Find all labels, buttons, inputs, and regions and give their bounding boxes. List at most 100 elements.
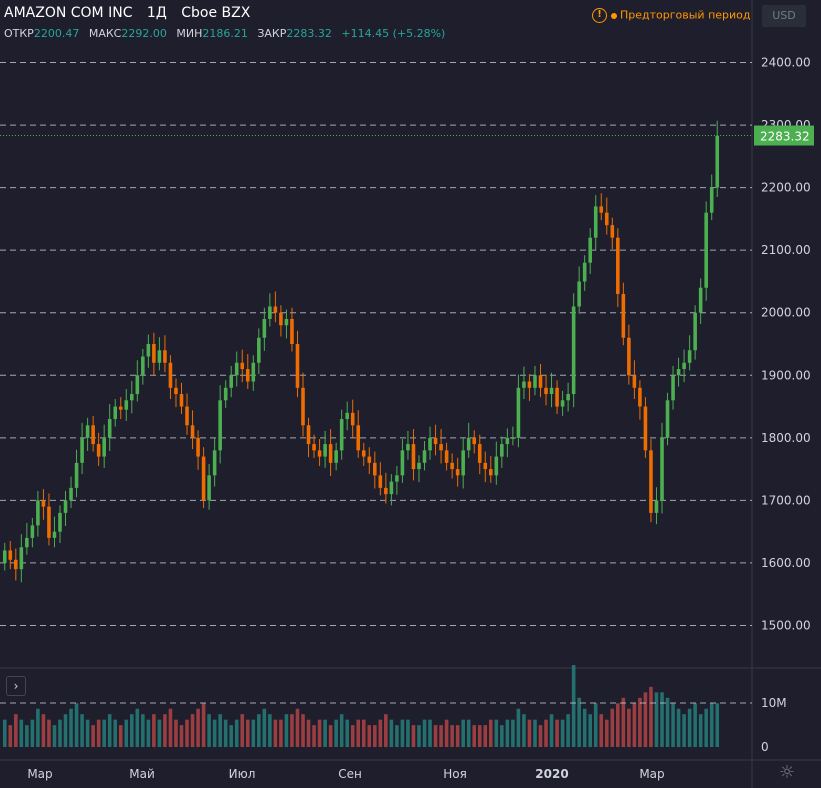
candle <box>505 437 510 445</box>
volume-bar <box>251 719 256 747</box>
chart-title: AMAZON COM INC 1Д Cboe BZX <box>4 5 260 21</box>
volume-bar <box>135 708 140 747</box>
candle <box>339 419 344 451</box>
y-tick-label: 1500.00 <box>761 618 811 632</box>
candle <box>284 318 289 326</box>
candle <box>96 444 101 457</box>
candle <box>511 437 515 439</box>
volume-bar <box>41 714 46 747</box>
currency-badge[interactable]: USD <box>762 5 806 27</box>
volume-bar <box>317 719 322 747</box>
volume-bar <box>345 719 349 747</box>
volume-bar <box>378 719 383 747</box>
candle <box>179 394 184 407</box>
candle <box>129 394 134 401</box>
candle <box>262 318 267 338</box>
volume-bar <box>257 714 261 747</box>
volume-bar <box>466 719 471 747</box>
candle <box>146 344 151 357</box>
volume-bar <box>107 714 112 747</box>
volume-tick-label: 10M <box>761 696 787 710</box>
candle <box>91 425 95 445</box>
volume-bar <box>627 708 631 747</box>
volume-bar <box>704 708 708 747</box>
candle <box>660 437 664 501</box>
y-tick-label: 1600.00 <box>761 556 811 570</box>
volume-bar <box>356 719 361 747</box>
candle <box>444 450 449 463</box>
volume-bar <box>538 725 543 747</box>
volume-bar <box>527 719 532 747</box>
volume-bar <box>373 725 377 747</box>
candle <box>345 412 349 420</box>
volume-bar <box>477 725 482 747</box>
candle <box>450 462 454 470</box>
volume-bar <box>505 719 510 747</box>
candle <box>516 387 521 438</box>
volume-bar <box>91 725 95 747</box>
volume-bar <box>8 725 13 747</box>
volume-bar <box>146 719 151 747</box>
candle <box>2 550 7 563</box>
candle <box>207 475 211 501</box>
volume-bar <box>488 719 493 747</box>
volume-bar <box>36 708 40 747</box>
volume-bar <box>174 719 178 747</box>
volume-bar <box>660 692 664 747</box>
candle <box>483 462 488 470</box>
expand-legend-button[interactable]: › <box>6 676 26 696</box>
volume-bar <box>604 719 609 747</box>
gear-icon[interactable]: ☼ <box>778 762 796 783</box>
candle <box>25 537 29 548</box>
y-tick-label: 2000.00 <box>761 306 811 320</box>
candle <box>323 444 327 457</box>
candle <box>196 437 200 457</box>
volume-bar <box>223 719 228 747</box>
volume-bar <box>709 703 714 747</box>
candle <box>240 362 245 370</box>
y-tick-label: 2100.00 <box>761 243 811 257</box>
candle <box>361 450 366 457</box>
volume-bar <box>168 708 173 747</box>
volume-bar <box>284 714 289 747</box>
low-label: МИН <box>176 27 203 40</box>
volume-bar <box>411 725 416 747</box>
y-tick-label: 2200.00 <box>761 181 811 195</box>
premarket-indicator[interactable]: ! Предторговый период <box>592 8 751 23</box>
x-tick-label: Мар <box>27 767 52 781</box>
volume-bar <box>560 719 565 747</box>
volume-bar <box>63 714 68 747</box>
last-price-badge <box>754 125 814 146</box>
volume-bar <box>621 697 626 747</box>
candle <box>19 547 24 570</box>
volume-bar <box>395 725 399 747</box>
candle <box>693 312 697 351</box>
volume-bar <box>461 719 465 747</box>
candle <box>406 444 410 451</box>
volume-bar <box>179 725 184 747</box>
interval-label[interactable]: 1Д <box>146 5 167 21</box>
volume-bar <box>301 714 305 747</box>
candle <box>212 450 217 476</box>
candle <box>533 375 537 388</box>
candle <box>627 337 631 376</box>
candle <box>411 444 416 470</box>
candle <box>47 506 51 538</box>
close-value: 2283.32 <box>286 27 332 40</box>
candle <box>500 444 504 457</box>
volume-bar <box>19 719 24 747</box>
candle <box>373 462 377 476</box>
volume-bar <box>516 708 521 747</box>
candle <box>367 456 372 463</box>
volume-bar <box>417 725 421 747</box>
candle <box>566 394 570 401</box>
candle <box>317 450 322 457</box>
volume-bar <box>129 714 134 747</box>
symbol-name[interactable]: AMAZON COM INC <box>4 5 133 21</box>
candle <box>461 450 465 476</box>
change-value: +114.45 (+5.28%) <box>341 27 446 40</box>
candle <box>477 444 482 463</box>
candle <box>610 225 615 238</box>
